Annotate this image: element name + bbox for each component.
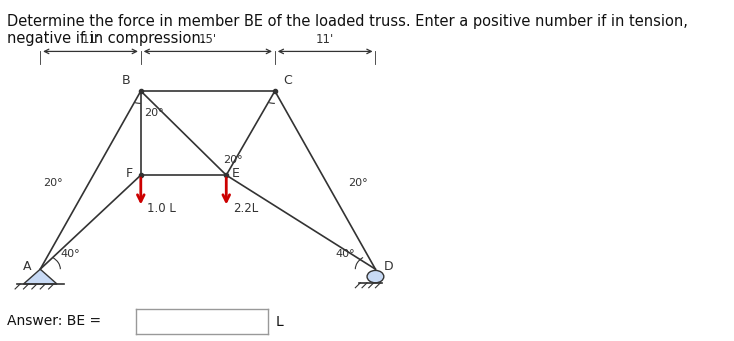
Text: C: C bbox=[283, 74, 292, 87]
Text: 40°: 40° bbox=[60, 249, 80, 259]
Text: B: B bbox=[122, 74, 131, 87]
Text: L: L bbox=[275, 315, 283, 329]
Text: A: A bbox=[23, 260, 32, 273]
Text: 20°: 20° bbox=[43, 178, 63, 188]
Text: 11': 11' bbox=[316, 33, 334, 46]
Text: 20°: 20° bbox=[144, 108, 164, 118]
Text: Answer: BE =: Answer: BE = bbox=[7, 313, 101, 328]
Text: i: i bbox=[113, 314, 118, 329]
Text: 20°: 20° bbox=[223, 155, 242, 165]
Text: E: E bbox=[231, 167, 239, 180]
Text: 11': 11' bbox=[81, 33, 100, 46]
Text: 40°: 40° bbox=[335, 249, 355, 259]
Text: 20°: 20° bbox=[349, 178, 368, 188]
Text: D: D bbox=[384, 260, 393, 273]
Text: F: F bbox=[126, 167, 132, 180]
Text: 1.0 L: 1.0 L bbox=[148, 202, 176, 216]
Polygon shape bbox=[23, 269, 57, 284]
Text: 2.2L: 2.2L bbox=[233, 202, 258, 216]
Text: 15': 15' bbox=[199, 33, 217, 46]
Text: Determine the force in member BE of the loaded truss. Enter a positive number if: Determine the force in member BE of the … bbox=[7, 14, 688, 46]
Circle shape bbox=[367, 270, 384, 283]
